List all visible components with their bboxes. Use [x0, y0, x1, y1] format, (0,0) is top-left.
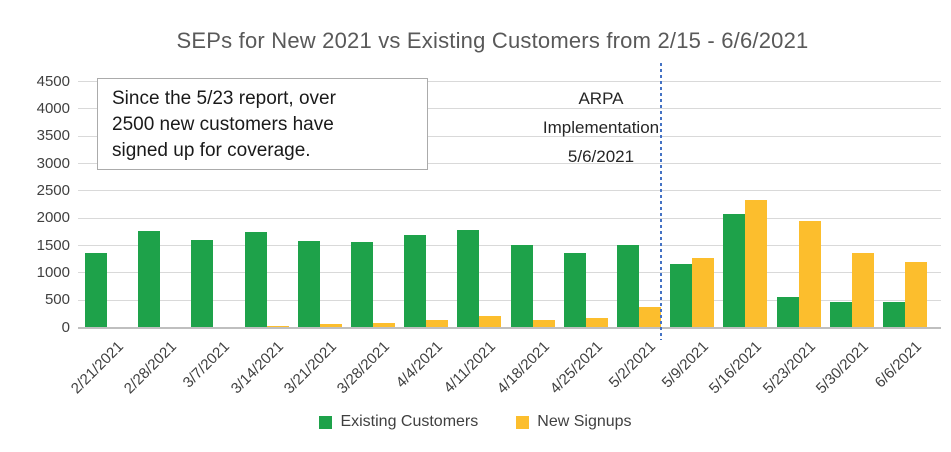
bar-existing-customers-3/21/2021	[297, 240, 320, 327]
bar-existing-customers-3/28/2021	[351, 241, 373, 327]
bar-new-signups-3/21/2021	[319, 323, 342, 327]
bar-new-signups-5/2/2021	[639, 306, 661, 327]
bar-existing-customers-5/16/2021	[723, 214, 746, 327]
gridline-2500	[78, 190, 941, 192]
bar-new-signups-3/28/2021	[373, 322, 395, 327]
gridline-2000	[78, 217, 941, 219]
bar-existing-customers-6/6/2021	[883, 301, 905, 327]
bar-existing-customers-2/21/2021	[85, 252, 107, 327]
gridline-3500	[78, 135, 941, 137]
gridline-3000	[78, 163, 941, 164]
bar-existing-customers-4/25/2021	[563, 252, 586, 327]
legend-item-existing-customers: Existing Customers	[319, 413, 478, 431]
x-axis-line	[78, 327, 941, 329]
event-marker-line: 5/6/2021	[567, 147, 635, 166]
annotation-line: signed up for coverage.	[112, 140, 311, 161]
bar-new-signups-5/23/2021	[798, 221, 821, 327]
bar-existing-customers-5/23/2021	[776, 297, 799, 327]
event-marker-line: Implementation	[542, 118, 660, 137]
gridline-1500	[78, 245, 941, 246]
annotation-line: Since the 5/23 report, over	[112, 88, 336, 109]
bar-new-signups-6/6/2021	[905, 262, 927, 327]
y-axis-tick-label: 3000	[36, 154, 70, 172]
y-axis-tick-label: 2000	[36, 209, 70, 227]
y-axis-tick-label: 500	[44, 291, 70, 309]
bar-existing-customers-5/9/2021	[670, 263, 693, 327]
bar-new-signups-4/4/2021	[426, 319, 449, 327]
bar-existing-customers-4/4/2021	[404, 234, 427, 327]
chart-title: SEPs for New 2021 vs Existing Customers …	[176, 28, 809, 53]
gridline-4500	[78, 81, 941, 82]
bar-existing-customers-3/14/2021	[244, 231, 267, 327]
y-axis-tick-label: 1500	[36, 236, 70, 254]
bar-new-signups-5/16/2021	[745, 199, 768, 327]
legend-label-new-signups: New Signups	[537, 413, 632, 430]
bar-new-signups-3/14/2021	[266, 325, 289, 327]
legend-swatch-existing-customers	[319, 415, 333, 429]
bar-new-signups-5/30/2021	[851, 252, 874, 327]
gridline-4000	[78, 108, 941, 110]
y-axis-tick-label: 4500	[36, 72, 70, 90]
bar-new-signups-4/18/2021	[532, 320, 555, 327]
legend: Existing Customers New Signups	[0, 413, 951, 431]
y-axis-tick-label: 3500	[36, 127, 70, 145]
bar-new-signups-4/11/2021	[479, 316, 502, 327]
annotation-textbox: Since the 5/23 report, over 2500 new cus…	[97, 78, 428, 170]
gridline-1000	[78, 272, 941, 274]
bar-existing-customers-2/28/2021	[138, 230, 161, 327]
bar-new-signups-5/9/2021	[692, 258, 715, 327]
legend-swatch-new-signups	[516, 415, 530, 429]
y-axis-tick-label: 2500	[36, 181, 70, 199]
bar-existing-customers-3/7/2021	[191, 240, 214, 327]
legend-label-existing-customers: Existing Customers	[340, 413, 479, 430]
y-axis-tick-label: 4000	[36, 99, 70, 117]
event-vline	[660, 63, 662, 340]
annotation-line: 2500 new customers have	[112, 114, 334, 135]
event-marker-line: ARPA	[578, 89, 624, 108]
bar-existing-customers-5/30/2021	[829, 301, 852, 327]
y-axis-tick-label: 0	[61, 318, 70, 336]
bar-existing-customers-4/11/2021	[457, 230, 480, 327]
bar-existing-customers-4/18/2021	[510, 245, 533, 327]
bar-existing-customers-5/2/2021	[617, 245, 639, 327]
y-axis-tick-label: 1000	[36, 263, 70, 281]
legend-item-new-signups: New Signups	[516, 413, 632, 431]
bar-new-signups-4/25/2021	[585, 317, 608, 327]
gridline-500	[78, 299, 941, 301]
event-marker-label: ARPA Implementation 5/6/2021	[520, 84, 682, 171]
